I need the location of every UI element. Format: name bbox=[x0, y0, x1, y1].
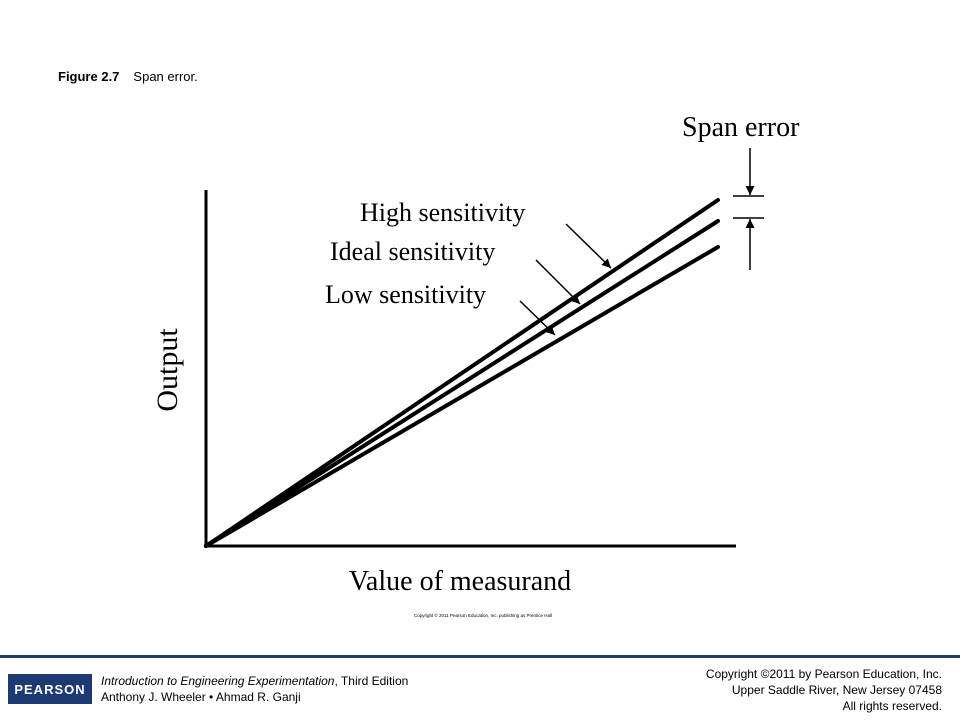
copyright-line: All rights reserved. bbox=[842, 699, 942, 713]
figure-caption-text: Span error. bbox=[133, 69, 198, 84]
x-axis-label: Value of measurand bbox=[349, 566, 571, 597]
pearson-logo: PEARSON bbox=[8, 674, 92, 704]
book-title: Introduction to Engineering Experimentat… bbox=[101, 674, 335, 688]
copyright-notice: Copyright ©2011 by Pearson Education, In… bbox=[706, 666, 942, 714]
high-sensitivity-label: High sensitivity bbox=[360, 198, 525, 227]
y-axis-label: Output bbox=[151, 328, 184, 412]
span-error-label: Span error bbox=[682, 112, 800, 143]
figure-number: Figure 2.7 bbox=[58, 69, 120, 84]
ideal-sensitivity-arrow bbox=[535, 259, 581, 305]
low-sensitivity-arrow bbox=[519, 300, 556, 336]
copyright-line: Copyright ©2011 by Pearson Education, In… bbox=[705, 667, 942, 681]
ideal-sensitivity-label: Ideal sensitivity bbox=[330, 237, 495, 266]
span-error-diagram: High sensitivity Ideal sensitivity Low s… bbox=[151, 112, 800, 618]
book-authors: Anthony J. Wheeler • Ahmad R. Ganji bbox=[101, 690, 301, 704]
high-sensitivity-line bbox=[204, 198, 720, 548]
low-sensitivity-label: Low sensitivity bbox=[325, 280, 486, 309]
low-sensitivity-line bbox=[204, 245, 720, 548]
copyright-line: Upper Saddle River, New Jersey 07458 bbox=[731, 683, 942, 697]
ideal-sensitivity-line bbox=[204, 219, 720, 548]
image-copyright: Copyright © 2011 Pearson Education, Inc.… bbox=[414, 612, 552, 618]
high-sensitivity-arrow bbox=[565, 223, 612, 269]
footer-divider bbox=[0, 655, 960, 658]
book-edition: , Third Edition bbox=[334, 674, 409, 688]
figure-caption: Figure 2.7 Span error. bbox=[58, 69, 198, 84]
book-info: Introduction to Engineering Experimentat… bbox=[101, 673, 408, 705]
pearson-logo-text: PEARSON bbox=[14, 681, 86, 697]
